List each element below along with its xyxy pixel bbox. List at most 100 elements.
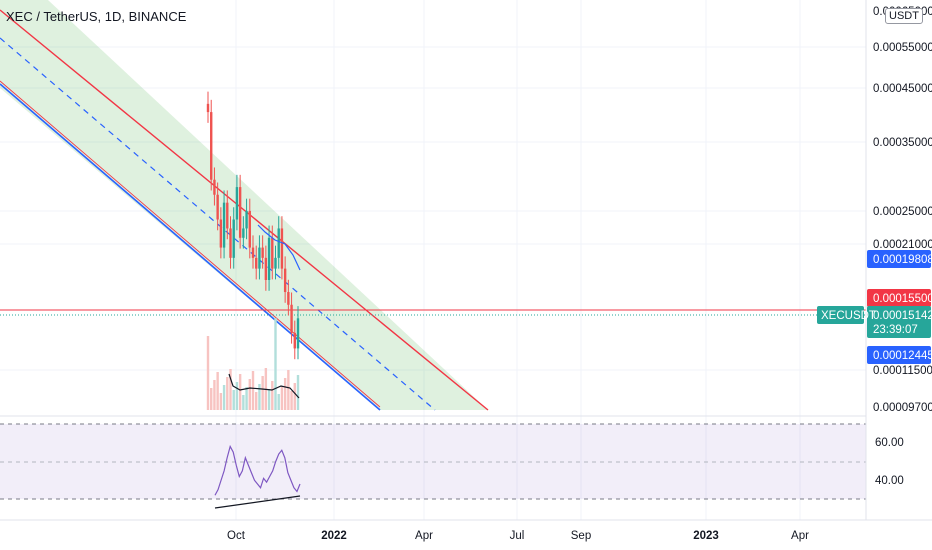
rsi-trend-line [214,495,301,509]
volume-bar [235,382,239,410]
volume-bars [206,318,300,410]
volume-bar [287,370,290,410]
volume-bar [229,369,232,410]
price-tag-blue-lower-text: 0.00012445 [873,350,932,362]
volume-bar [219,393,223,410]
price-candle [229,228,232,258]
price-candle [264,257,268,280]
price-tag-red-text: 0.00015500 [873,293,932,305]
price-candle [287,292,290,305]
volume-average-line [228,373,300,399]
price-tick: 0.00009700 [873,402,932,414]
price-candle [283,268,287,293]
price-candle [242,228,245,238]
time-tick: Apr [415,530,433,542]
time-axis[interactable]: Oct 2022 Apr Jul Sep 2023 Apr [0,519,932,550]
price-tick: 0.00021000 [873,239,932,251]
volume-bar [238,374,242,410]
time-tick: Apr [791,530,809,542]
price-tick: 0.00011500 [873,365,932,377]
price-axis[interactable]: 0.00065000 0.00055000 0.00045000 0.00035… [865,0,932,520]
rsi-tick: 60.00 [875,437,904,449]
volume-bar [280,386,284,410]
price-candle [219,219,223,248]
price-tick: 0.00025000 [873,206,932,218]
volume-bar [248,379,251,410]
price-candle [235,187,239,220]
volume-bar [242,395,245,410]
price-tag-blue-lower [867,346,931,364]
time-tick: Jul [510,530,525,542]
price-candle [248,210,251,248]
volume-bar [267,389,271,410]
price-candle [238,187,242,238]
price-candle [216,194,219,220]
currency-badge[interactable]: USDT [885,8,923,24]
symbol-label: XECUSDT [817,306,876,324]
main-pane [0,0,866,520]
grid-lines [0,0,866,520]
price-tag-blue-upper [867,250,931,268]
price-tick: 0.00035000 [873,137,932,149]
time-tick: Oct [227,530,246,542]
price-candle [293,332,296,349]
rsi-tick: 40.00 [875,475,904,487]
rsi-line [214,444,301,496]
volume-bar [216,372,219,410]
volume-bar [222,385,226,410]
price-tag-last [867,306,931,338]
price-tag-red [867,289,931,307]
volume-bar [210,388,213,410]
channel-upper-line [0,9,489,411]
price-candle [226,202,229,229]
price-candle [255,257,258,269]
price-tag-blue-upper-text: 0.00019808 [873,254,932,266]
price-candle [222,202,226,248]
volume-bar [271,381,274,410]
volume-bar [290,391,293,410]
price-tick: 0.00055000 [873,42,932,54]
price-candle [232,219,235,258]
volume-bar [251,371,255,410]
volume-bar [283,378,287,410]
volume-bar [296,375,300,410]
chart-title[interactable]: XEC / TetherUS, 1D, BINANCE [6,9,187,24]
volume-bar [293,383,296,410]
time-tick: 2023 [693,530,719,542]
rsi-pane [0,415,932,509]
volume-bar [277,394,280,410]
volume-bar [245,387,248,410]
time-tick: Sep [571,530,591,542]
price-tag-countdown: 23:39:07 [873,324,918,336]
price-candle [296,318,300,349]
moving-average-line-blue [257,224,301,271]
price-candle [267,237,271,280]
symbol-label-text: XECUSDT [821,310,876,322]
volume-bar [232,390,235,410]
time-tick: 2022 [321,530,347,542]
volume-bar [213,380,216,410]
channel-lower-line-red [0,80,381,408]
price-candle [251,247,255,258]
price-candle [258,247,261,269]
volume-bar [258,384,261,410]
price-candle [290,304,293,333]
price-candle [213,179,216,195]
price-tick: 0.00045000 [873,83,932,95]
channel-lower-line [0,83,381,411]
price-tag-last-text: 0.00015142 [873,310,932,322]
price-candle [274,257,277,269]
price-candle [206,103,210,113]
price-candle [261,247,264,258]
price-candle [210,112,213,180]
volume-bar [255,392,258,410]
volume-bar [261,376,264,410]
price-candle [245,210,248,229]
volume-bar [206,336,210,410]
price-candle [277,228,280,258]
volume-bar [274,318,277,410]
price-bars [206,91,300,360]
price-candle [271,237,274,269]
channel-fill [0,0,488,410]
